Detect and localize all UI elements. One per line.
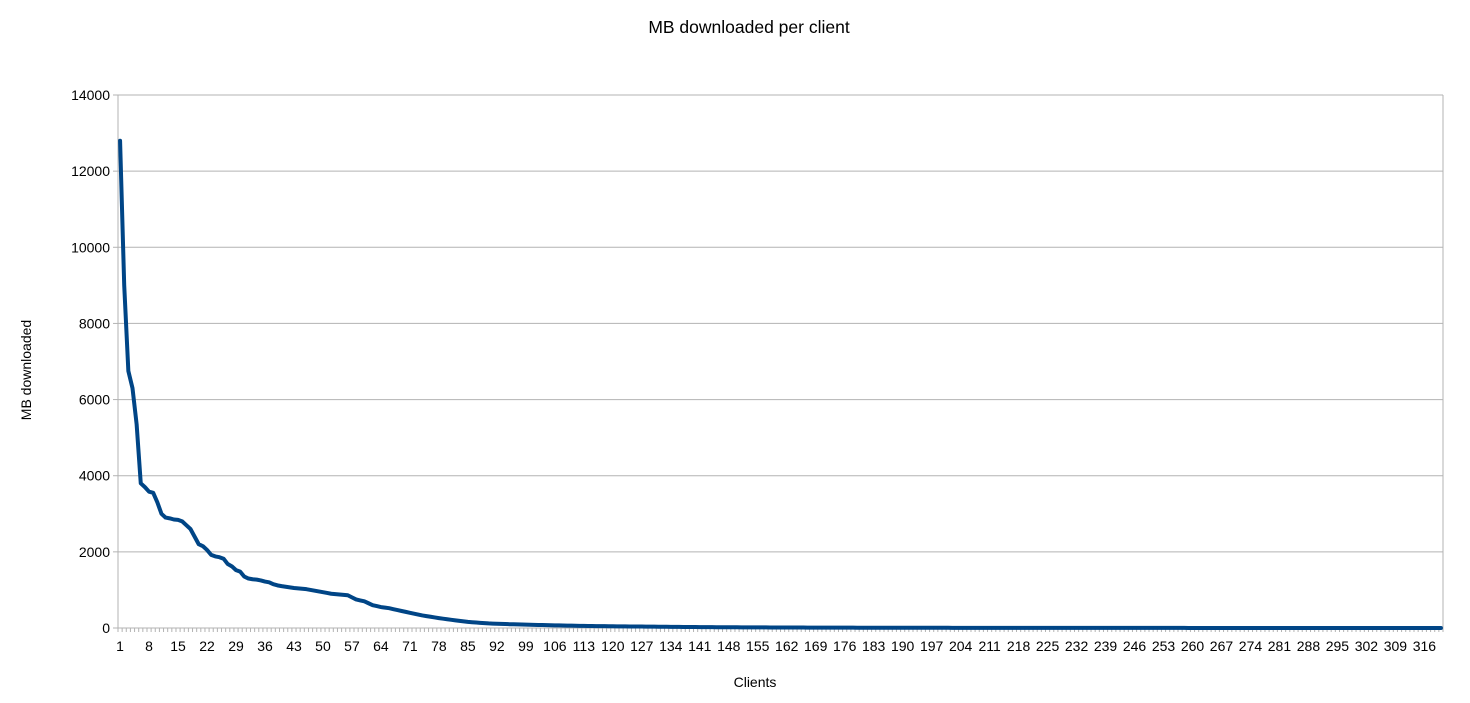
x-tick-label: 267 xyxy=(1210,638,1234,654)
x-tick-label: 50 xyxy=(315,638,331,654)
x-tick-label: 274 xyxy=(1239,638,1263,654)
x-tick-label: 260 xyxy=(1181,638,1205,654)
x-tick-label: 78 xyxy=(431,638,447,654)
y-tick-label: 2000 xyxy=(79,544,110,560)
x-tick-label: 253 xyxy=(1152,638,1176,654)
x-tick-label: 141 xyxy=(688,638,712,654)
x-tick-label: 176 xyxy=(833,638,857,654)
x-tick-label: 71 xyxy=(402,638,418,654)
x-axis-title: Clients xyxy=(734,674,777,690)
x-tick-label: 246 xyxy=(1123,638,1147,654)
x-tick-label: 113 xyxy=(573,638,596,654)
y-tick-labels: 0 2000 4000 6000 8000 10000 12000 14000 xyxy=(71,87,110,636)
x-tick-label: 155 xyxy=(746,638,770,654)
x-tick-label: 36 xyxy=(257,638,273,654)
y-tick-label: 12000 xyxy=(71,163,110,179)
x-tick-label: 1 xyxy=(116,638,124,654)
x-tick-label: 190 xyxy=(891,638,915,654)
series-line xyxy=(118,138,1443,630)
x-tick-label: 8 xyxy=(145,638,153,654)
x-tick-label: 148 xyxy=(717,638,741,654)
y-tick-label: 14000 xyxy=(71,87,110,103)
x-tick-label: 22 xyxy=(199,638,215,654)
x-tick-label: 85 xyxy=(460,638,476,654)
x-tick-label: 281 xyxy=(1268,638,1292,654)
x-tick-label: 29 xyxy=(228,638,244,654)
x-tick-label: 183 xyxy=(862,638,886,654)
x-tick-label: 225 xyxy=(1036,638,1060,654)
x-tick-label: 309 xyxy=(1384,638,1408,654)
x-tick-label: 162 xyxy=(775,638,799,654)
x-tick-labels: 1 8 15 22 29 36 43 50 57 64 71 78 85 92 99 106 113 120 127… xyxy=(116,638,1436,654)
x-tick-label: 211 xyxy=(978,638,1001,654)
x-tick-label: 169 xyxy=(804,638,828,654)
x-tick-label: 232 xyxy=(1065,638,1089,654)
x-tick-label: 15 xyxy=(170,638,186,654)
x-tick-label: 204 xyxy=(949,638,973,654)
x-tick-label: 57 xyxy=(344,638,360,654)
x-tick-label: 316 xyxy=(1413,638,1437,654)
gridlines xyxy=(117,94,1444,629)
series-layer xyxy=(118,138,1443,630)
x-tick-label: 288 xyxy=(1297,638,1321,654)
x-tick-label: 302 xyxy=(1355,638,1379,654)
x-tick-label: 92 xyxy=(489,638,505,654)
x-tick-label: 239 xyxy=(1094,638,1118,654)
x-tick-label: 64 xyxy=(373,638,389,654)
x-tick-label: 197 xyxy=(920,638,944,654)
x-tick-label: 99 xyxy=(518,638,534,654)
chart-title: MB downloaded per client xyxy=(648,17,850,37)
y-tick-label: 10000 xyxy=(71,239,110,255)
y-tick-label: 4000 xyxy=(79,468,110,484)
x-tick-label: 106 xyxy=(543,638,567,654)
x-tick-label: 134 xyxy=(659,638,683,654)
y-tick-label: 8000 xyxy=(79,315,110,331)
y-axis-title: MB downloaded xyxy=(18,320,34,420)
y-tick-label: 0 xyxy=(102,620,110,636)
x-tick-label: 120 xyxy=(601,638,625,654)
x-tick-label: 295 xyxy=(1326,638,1350,654)
x-tick-label: 43 xyxy=(286,638,302,654)
y-tick-label: 6000 xyxy=(79,392,110,408)
x-tick-label: 127 xyxy=(630,638,654,654)
x-tick-label: 218 xyxy=(1007,638,1031,654)
